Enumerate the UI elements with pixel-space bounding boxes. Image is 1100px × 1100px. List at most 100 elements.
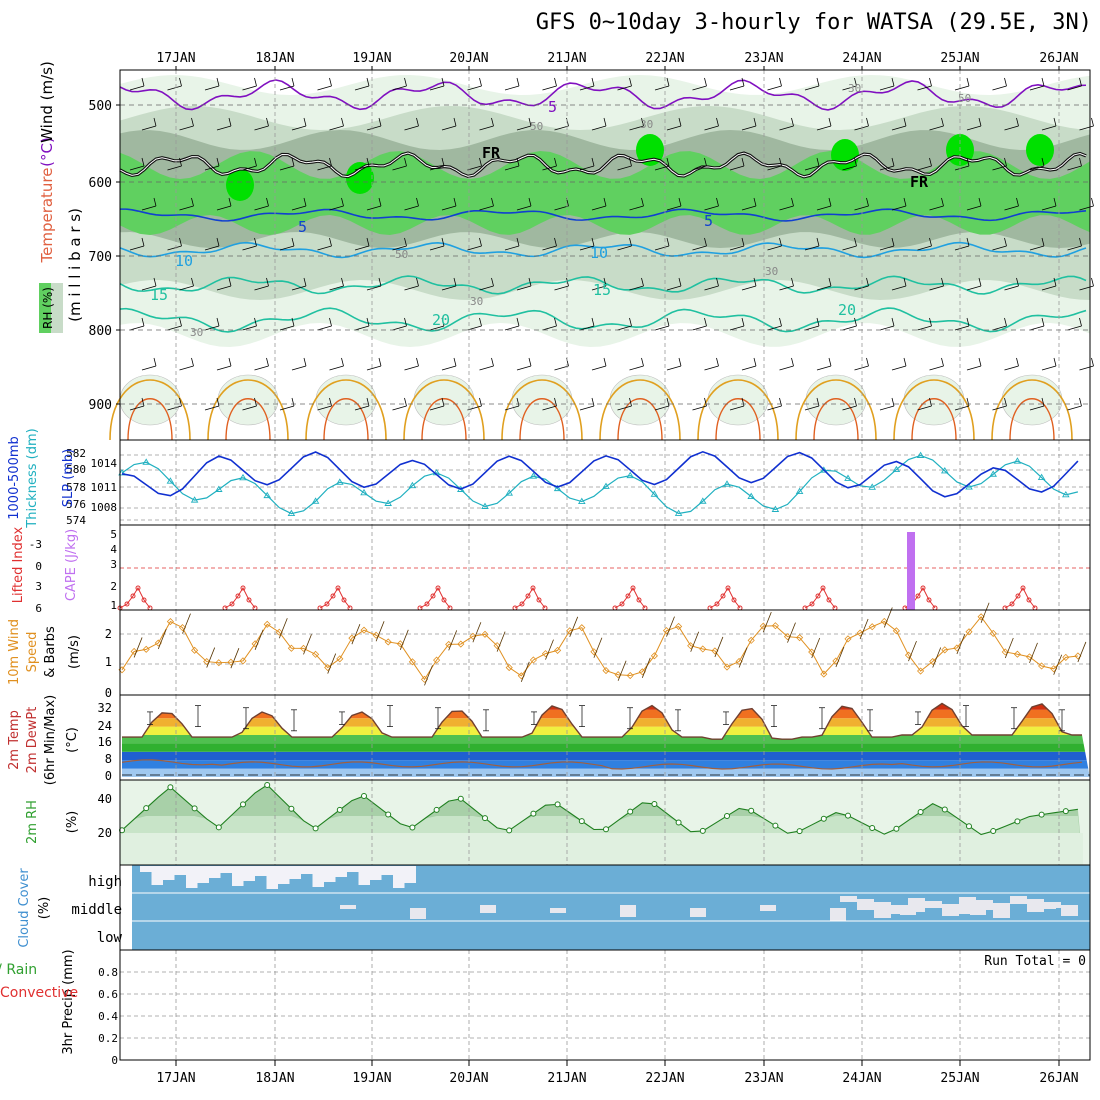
temp-band-1	[122, 760, 1090, 769]
wind-barb-2-8	[429, 165, 445, 171]
wind-barb-flag-6-23	[1004, 317, 1007, 327]
li-marker-8-2	[915, 593, 921, 599]
wind-barb-4-1	[167, 245, 182, 251]
ytick-thk-580: 580	[66, 463, 86, 476]
ytick-upper-500: 500	[89, 99, 112, 114]
wind10m-marker-19	[348, 634, 356, 642]
wind-barb-5-1	[179, 285, 194, 291]
wind-barb-7-14	[666, 365, 682, 371]
wind-barb-3-2	[216, 205, 232, 211]
cloud-clear-middle2-9	[993, 903, 1010, 918]
wind-barb-6-22	[954, 325, 970, 331]
wind-barb-flag-3-21	[941, 197, 944, 207]
wind-barb-flag-2-10	[516, 157, 520, 167]
wind10m-barb-45	[666, 616, 675, 637]
wind10m-barb-77	[1053, 654, 1063, 675]
cloud-clear-high-23	[404, 866, 416, 883]
wind10m-barb-19	[351, 624, 361, 645]
wind-barb-8-7	[392, 405, 407, 411]
li-marker-8-4	[926, 597, 932, 603]
wind-barb-7-19	[854, 365, 869, 371]
wind-barb-flag-1-5	[341, 117, 344, 127]
wind-barb-flag-1-3	[266, 117, 269, 127]
wind-barb-flag-6-18	[816, 317, 820, 327]
wind-barb-flag-8-3	[254, 397, 257, 407]
date-label-top-21JAN: 21JAN	[547, 51, 586, 66]
cloud-row-high: high	[88, 874, 122, 890]
cloud-clear-high-7	[220, 866, 232, 873]
wind-barb-3-20	[891, 205, 907, 211]
temp-contour-15	[119, 275, 1087, 295]
wind-barb-6-23	[992, 325, 1007, 331]
cloud-clear-high-17	[335, 866, 347, 877]
wind10m-marker-26	[433, 656, 441, 664]
date-label-top-22JAN: 22JAN	[645, 51, 684, 66]
cloud-clear-middle-3	[550, 908, 566, 913]
wind-barb-1-8	[441, 125, 457, 131]
wind-barb-flag-2-24	[1041, 157, 1045, 167]
wind-barb-flag-5-24	[1053, 277, 1057, 287]
thickness-marker-60	[844, 474, 852, 481]
wind-barb-flag-8-12	[591, 397, 595, 407]
wind-barb-flag-0-11	[554, 77, 557, 87]
li-marker-4-4	[536, 597, 542, 603]
wind-barb-8-12	[579, 405, 595, 411]
wind-barb-flag-8-10	[516, 397, 520, 407]
wind-barb-flag-4-0	[141, 237, 145, 247]
wind10m-barb-63	[883, 607, 893, 628]
cloud-clear-high-20	[370, 866, 382, 880]
wind-barb-3-18	[816, 205, 832, 211]
wind10m-marker-44	[650, 652, 658, 660]
wind-barb-flag-5-25	[1091, 277, 1094, 287]
wind-barb-3-5	[329, 205, 344, 211]
wind10m-marker-46	[675, 622, 683, 631]
wind-barb-flag-1-16	[753, 117, 757, 127]
wind10m-barb-13	[278, 618, 288, 639]
wind-barb-flag-7-21	[941, 357, 944, 367]
wind-barb-6-21	[917, 325, 932, 331]
rh2m-marker-54	[772, 822, 779, 829]
wind-barb-flag-4-11	[554, 237, 557, 247]
wind-barb-flag-7-6	[378, 357, 382, 367]
wind-barb-7-3	[254, 365, 269, 371]
wind10m-marker-3	[154, 639, 162, 647]
wind-barb-8-17	[767, 405, 782, 411]
wind-barb-3-7	[404, 205, 419, 211]
wind10m-marker-12	[263, 620, 271, 628]
date-label-top-19JAN: 19JAN	[352, 51, 391, 66]
thickness-marker-6	[190, 496, 199, 503]
contour-label-8: 15	[593, 281, 611, 299]
wind-barb-8-6	[354, 405, 370, 411]
wind-barb-4-19	[842, 245, 857, 251]
wind-barb-flag-6-21	[929, 317, 932, 327]
wind-barb-flag-0-17	[779, 77, 782, 87]
wind-barb-flag-2-8	[441, 157, 445, 167]
wind-barb-5-2	[216, 285, 232, 291]
cloud-clear-high-8	[232, 866, 244, 886]
wind10m-barb-27	[448, 630, 458, 651]
wind-barb-flag-2-14	[666, 157, 670, 167]
wind-barb-3-11	[554, 205, 569, 211]
wind10m-marker-55	[783, 633, 792, 641]
rh-blob-low-7	[805, 374, 867, 426]
thickness-marker-30	[481, 502, 489, 509]
thickness-marker-54	[771, 505, 780, 512]
wind-barb-5-9	[479, 285, 494, 291]
wind-barb-flag-4-5	[329, 237, 332, 247]
wind-barb-6-19	[842, 325, 857, 331]
rh-blob-low-3	[413, 374, 475, 426]
wind10m-marker-74	[1013, 650, 1021, 658]
wind10m-marker-49	[711, 647, 719, 655]
ytick-cape-4: 4	[110, 543, 117, 556]
wind10m-marker-42	[626, 671, 634, 680]
contour-label-18: 50	[395, 248, 408, 261]
rh2m-marker-46	[675, 819, 682, 826]
precip-frame	[119, 949, 1091, 1061]
wind-barb-flag-5-21	[941, 277, 944, 287]
ylabel-cape: CAPE (J/kg)	[64, 529, 79, 601]
wind-barb-1-25	[1079, 125, 1094, 131]
wind10m-marker-10	[239, 657, 247, 665]
date-label-bottom-19JAN: 19JAN	[352, 1071, 391, 1086]
wind-barb-flag-4-25	[1079, 237, 1082, 247]
thickness-marker-44	[650, 490, 659, 497]
